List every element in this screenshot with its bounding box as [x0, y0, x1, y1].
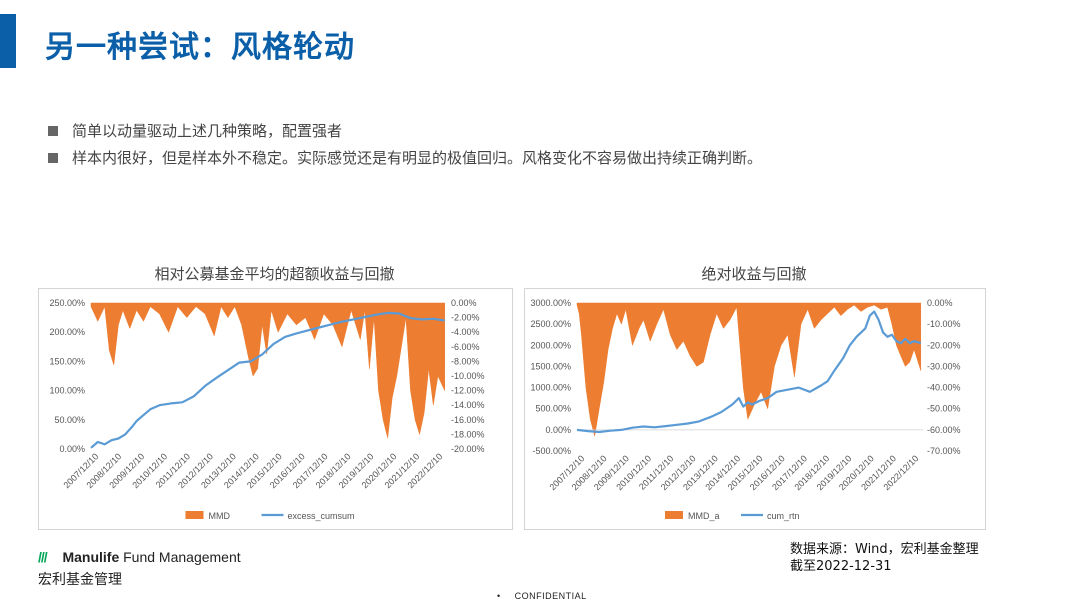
y-left-tick-label: 1000.00%: [530, 383, 571, 393]
series-cum_rtn-line: [576, 310, 922, 434]
y-right-tick-label: -2.00%: [451, 313, 480, 323]
legend-label: excess_cumsum: [288, 511, 355, 521]
y-left-tick-label: 200.00%: [49, 327, 85, 337]
logo-chinese: 宏利基金管理: [38, 572, 122, 588]
chart-title-excess: 相对公募基金平均的超额收益与回撤: [154, 265, 395, 283]
y-right-tick-label: -30.00%: [927, 361, 961, 371]
y-left-tick-label: 150.00%: [49, 356, 85, 366]
source-date: 截至2022-12-31: [790, 559, 892, 574]
y-right-tick-label: -50.00%: [927, 404, 961, 414]
y-right-tick-label: -12.00%: [451, 386, 485, 396]
y-left-tick-label: -500.00%: [532, 446, 571, 456]
confidential-footer: • CONFIDENTIAL: [497, 591, 587, 601]
y-right-tick-label: -16.00%: [451, 415, 485, 425]
y-left-tick-label: 2000.00%: [530, 340, 571, 350]
series-excess_cumsum-line: [90, 311, 445, 449]
y-left-tick-label: 2500.00%: [530, 319, 571, 329]
page-title: 另一种尝试：风格轮动: [45, 30, 355, 65]
y-right-tick-label: -60.00%: [927, 425, 961, 435]
accent-bar: [0, 14, 16, 68]
chart-title-absolute: 绝对收益与回撤: [701, 265, 807, 283]
chart-absolute-svg: -500.00% 0.00% 500.00% 1000.00% 1500.00% 2000…: [530, 298, 961, 521]
y-left-tick-label: 100.00%: [49, 386, 85, 396]
source-line: 数据来源：Wind，宏利基金整理: [790, 542, 979, 557]
bullet-square-icon: [48, 152, 58, 163]
bullet-text: 样本内很好，但是样本外不稳定。实际感觉还是有明显的极值回归。风格变化不容易做出持…: [72, 149, 763, 167]
y-right-tick-label: -20.00%: [451, 444, 485, 454]
y-left-tick-label: 3000.00%: [530, 298, 571, 308]
y-right-tick-label: -10.00%: [927, 319, 961, 329]
legend-label: MMD: [209, 511, 231, 521]
series-MMD-area: [90, 302, 445, 439]
y-left-tick-label: 1500.00%: [530, 361, 571, 371]
y-right-tick-label: -8.00%: [451, 356, 480, 366]
confidential-label: CONFIDENTIAL: [514, 591, 587, 601]
y-right-tick-label: -4.00%: [451, 327, 480, 337]
chart-excess-svg: 0.00% 50.00% 100.00% 150.00% 200.00% 250.00% 0…: [49, 298, 485, 521]
y-left-tick-label: 50.00%: [54, 415, 85, 425]
manulife-logo: /// Manulife Fund Management 宏利基金管理: [38, 549, 241, 589]
y-right-tick-label: -20.00%: [927, 340, 961, 350]
bullet-list: 简单以动量驱动上述几种策略，配置强者 样本内很好，但是样本外不稳定。实际感觉还是…: [48, 120, 762, 174]
bullet-item: 简单以动量驱动上述几种策略，配置强者: [48, 120, 762, 141]
footer-dot: •: [497, 591, 501, 601]
legend-swatch-MMD: [185, 511, 204, 519]
y-left-tick-label: 0.00%: [59, 444, 85, 454]
y-right-tick-label: -40.00%: [927, 383, 961, 393]
data-source-note: 数据来源：Wind，宏利基金整理 截至2022-12-31: [790, 541, 979, 575]
bullet-text: 简单以动量驱动上述几种策略，配置强者: [72, 122, 343, 140]
y-left-tick-label: 250.00%: [49, 298, 85, 308]
y-right-tick-label: -10.00%: [451, 371, 485, 381]
y-left-tick-label: 500.00%: [535, 404, 571, 414]
series-MMD_a-area: [576, 302, 922, 437]
y-right-tick-label: -14.00%: [451, 400, 485, 410]
y-right-tick-label: -18.00%: [451, 429, 485, 439]
logo-english: Manulife Fund Management: [62, 549, 241, 565]
legend-label: MMD_a: [688, 511, 720, 521]
y-left-tick-label: 0.00%: [545, 425, 571, 435]
y-right-tick-label: -70.00%: [927, 446, 961, 456]
manulife-m-icon: ///: [38, 549, 48, 565]
bullet-square-icon: [48, 125, 58, 136]
chart-excess: 0.00% 50.00% 100.00% 150.00% 200.00% 250.00% 0…: [38, 288, 513, 530]
chart-absolute: -500.00% 0.00% 500.00% 1000.00% 1500.00% 2000…: [524, 288, 986, 530]
legend-label: cum_rtn: [767, 511, 800, 521]
y-right-tick-label: -6.00%: [451, 342, 480, 352]
y-right-tick-label: 0.00%: [451, 298, 477, 308]
y-right-tick-label: 0.00%: [927, 298, 953, 308]
legend-swatch-MMD_a: [665, 511, 683, 519]
bullet-item: 样本内很好，但是样本外不稳定。实际感觉还是有明显的极值回归。风格变化不容易做出持…: [48, 147, 762, 168]
